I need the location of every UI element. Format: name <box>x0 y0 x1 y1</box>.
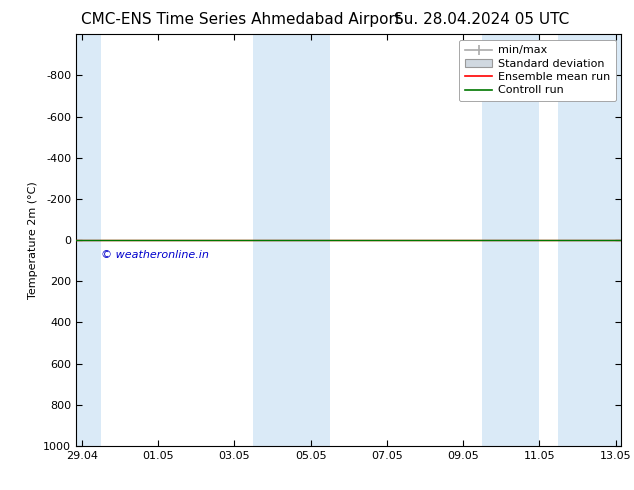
Text: © weatheronline.in: © weatheronline.in <box>101 250 209 260</box>
Bar <box>482 34 540 446</box>
Bar <box>76 34 101 446</box>
Text: CMC-ENS Time Series Ahmedabad Airport: CMC-ENS Time Series Ahmedabad Airport <box>81 12 401 27</box>
Legend: min/max, Standard deviation, Ensemble mean run, Controll run: min/max, Standard deviation, Ensemble me… <box>459 40 616 101</box>
Bar <box>254 34 330 446</box>
Y-axis label: Temperature 2m (°C): Temperature 2m (°C) <box>28 181 37 299</box>
Bar <box>559 34 621 446</box>
Text: Su. 28.04.2024 05 UTC: Su. 28.04.2024 05 UTC <box>394 12 569 27</box>
